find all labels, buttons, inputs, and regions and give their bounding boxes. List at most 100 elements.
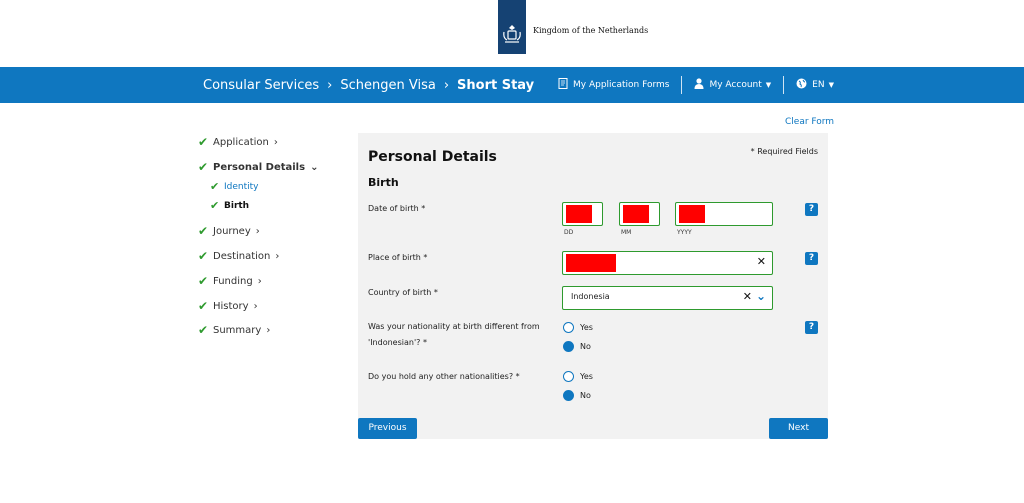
radio-button-selected[interactable] [563, 390, 574, 401]
chevron-down-icon[interactable]: ⌄ [755, 289, 766, 303]
nav-actions: My Application Forms My Account ▼ EN ▼ [558, 67, 834, 103]
sidebar-item-funding[interactable]: ✔ Funding › [198, 274, 262, 288]
caret-down-icon: ▼ [828, 81, 834, 89]
country-of-birth-select[interactable]: Indonesia ✕ ⌄ [562, 286, 773, 310]
sidebar-item-label: Summary [213, 324, 262, 336]
other-nationalities-label: Do you hold any other nationalities? * [368, 372, 520, 381]
nationality-different-yes[interactable]: Yes [563, 322, 593, 333]
sidebar-item-label: Destination [213, 250, 271, 262]
redacted-value [623, 205, 649, 223]
chevron-right-icon: › [257, 275, 262, 287]
year-hint: YYYY [677, 229, 692, 236]
sidebar-item-destination[interactable]: ✔ Destination › [198, 249, 279, 263]
sidebar-item-label: Funding [213, 275, 253, 287]
globe-icon [796, 78, 807, 92]
check-icon: ✔ [198, 160, 209, 174]
radio-label: No [580, 391, 591, 400]
chevron-right-icon: › [275, 250, 280, 262]
other-nationalities-no[interactable]: No [563, 390, 591, 401]
radio-button[interactable] [563, 322, 574, 333]
chevron-down-icon: ⌄ [310, 161, 319, 173]
previous-button[interactable]: Previous [358, 418, 417, 439]
other-nationalities-yes[interactable]: Yes [563, 371, 593, 382]
check-icon: ✔ [198, 299, 209, 313]
radio-label: No [580, 342, 591, 351]
chevron-right-icon: › [273, 136, 278, 148]
breadcrumb-short-stay: Short Stay [457, 77, 535, 93]
sidebar-subitem-birth[interactable]: ✔ Birth [210, 199, 249, 212]
section-title: Birth [368, 176, 399, 189]
clear-icon[interactable]: ✕ [756, 255, 766, 268]
sidebar-item-history[interactable]: ✔ History › [198, 299, 258, 313]
redacted-value [566, 254, 616, 272]
chevron-right-icon: › [327, 77, 333, 93]
nav-divider [783, 76, 785, 94]
document-icon [558, 78, 568, 92]
radio-label: Yes [580, 372, 593, 381]
sidebar-item-label: Personal Details [213, 161, 306, 173]
redacted-value [566, 205, 592, 223]
sidebar-item-personal-details[interactable]: ✔ Personal Details ⌄ [198, 160, 318, 174]
check-icon: ✔ [210, 199, 220, 212]
radio-button-selected[interactable] [563, 341, 574, 352]
clear-form-link[interactable]: Clear Form [785, 117, 835, 127]
check-icon: ✔ [198, 224, 209, 238]
form-panel: Personal Details * Required Fields Birth… [358, 133, 828, 439]
check-icon: ✔ [210, 180, 220, 193]
nationality-different-no[interactable]: No [563, 341, 591, 352]
check-icon: ✔ [198, 274, 209, 288]
check-icon: ✔ [198, 135, 209, 149]
next-button[interactable]: Next [769, 418, 828, 439]
nationality-help-icon[interactable]: ? [805, 321, 818, 334]
chevron-right-icon: › [266, 324, 271, 336]
sidebar-item-label: Application [213, 136, 269, 148]
logo-bar: Kingdom of the Netherlands [0, 0, 1024, 67]
sidebar-item-journey[interactable]: ✔ Journey › [198, 224, 260, 238]
breadcrumb: Consular Services › Schengen Visa › Shor… [203, 67, 534, 103]
netherlands-crest-icon [498, 0, 526, 54]
place-of-birth-label: Place of birth * [368, 253, 428, 262]
birth-day-input[interactable] [562, 202, 603, 226]
day-hint: DD [564, 229, 574, 236]
required-fields-note: * Required Fields [750, 147, 818, 156]
my-application-forms-link[interactable]: My Application Forms [558, 78, 669, 92]
place-of-birth-help-icon[interactable]: ? [805, 252, 818, 265]
language-label: EN [812, 80, 825, 90]
breadcrumb-schengen-visa[interactable]: Schengen Visa [340, 77, 436, 93]
sidebar-item-application[interactable]: ✔ Application › [198, 135, 278, 149]
chevron-right-icon: › [253, 300, 258, 312]
nav-divider [681, 76, 683, 94]
user-icon [694, 78, 704, 92]
my-application-forms-label: My Application Forms [573, 80, 670, 90]
nationality-different-label: Was your nationality at birth different … [368, 322, 540, 347]
sidebar-item-summary[interactable]: ✔ Summary › [198, 323, 270, 337]
sidebar-item-label: History [213, 300, 249, 312]
chevron-right-icon: › [443, 77, 450, 93]
check-icon: ✔ [198, 323, 209, 337]
place-of-birth-input[interactable]: ✕ [562, 251, 773, 275]
date-of-birth-help-icon[interactable]: ? [805, 203, 818, 216]
birth-month-input[interactable] [619, 202, 660, 226]
check-icon: ✔ [198, 249, 209, 263]
sidebar-subitem-label: Birth [224, 200, 250, 211]
nav-bar: Consular Services › Schengen Visa › Shor… [0, 67, 1024, 103]
country-of-birth-value: Indonesia [571, 292, 610, 301]
chevron-right-icon: › [255, 225, 260, 237]
redacted-value [679, 205, 705, 223]
org-name: Kingdom of the Netherlands [533, 26, 649, 35]
caret-down-icon: ▼ [765, 81, 772, 89]
sidebar-item-label: Journey [213, 225, 251, 237]
breadcrumb-consular-services[interactable]: Consular Services [203, 77, 320, 93]
country-of-birth-label: Country of birth * [368, 288, 438, 297]
sidebar-subitem-label: Identity [224, 181, 259, 192]
birth-year-input[interactable] [675, 202, 773, 226]
radio-label: Yes [580, 323, 593, 332]
radio-button[interactable] [563, 371, 574, 382]
date-of-birth-label: Date of birth * [368, 204, 426, 213]
clear-icon[interactable]: ✕ [742, 290, 752, 303]
sidebar-subitem-identity[interactable]: ✔ Identity [210, 180, 259, 193]
page-title: Personal Details [368, 149, 497, 165]
my-account-label: My Account [709, 80, 762, 90]
language-menu[interactable]: EN ▼ [796, 78, 834, 92]
my-account-menu[interactable]: My Account ▼ [694, 78, 771, 92]
